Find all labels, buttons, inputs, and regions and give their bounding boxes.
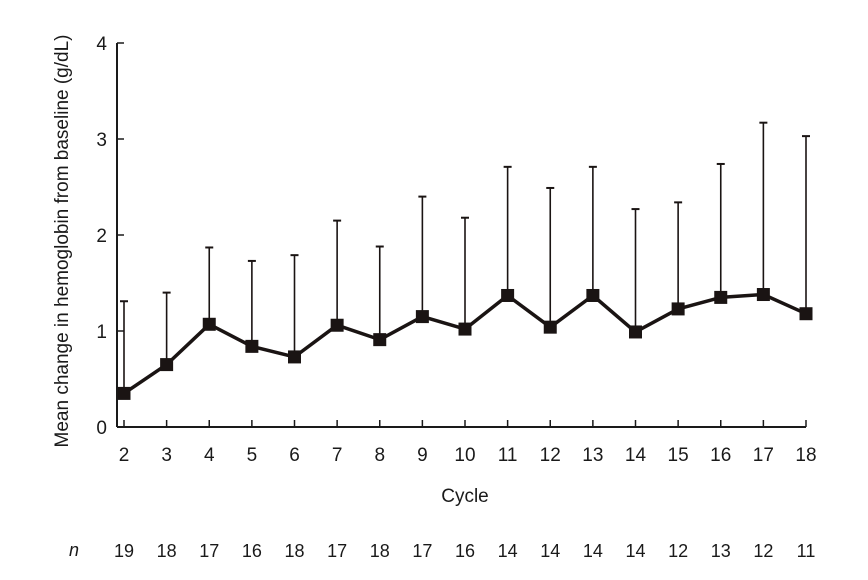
x-axis-title: Cycle — [441, 486, 489, 507]
n-value: 12 — [753, 541, 773, 561]
n-value: 17 — [327, 541, 347, 561]
x-tick-label: 12 — [540, 445, 561, 466]
x-tick-label: 13 — [582, 445, 603, 466]
x-tick-label: 9 — [417, 445, 428, 466]
y-tick-label: 3 — [96, 130, 107, 151]
n-value: 17 — [412, 541, 432, 561]
x-tick-label: 7 — [332, 445, 343, 466]
n-value: 17 — [199, 541, 219, 561]
n-value: 19 — [114, 541, 134, 561]
n-value: 18 — [370, 541, 390, 561]
x-tick-label: 15 — [668, 445, 689, 466]
data-point — [373, 333, 387, 347]
axes — [116, 42, 807, 428]
n-value: 14 — [540, 541, 560, 561]
error-bars — [120, 121, 810, 394]
data-point — [415, 310, 429, 324]
data-point — [330, 318, 344, 332]
n-value: 14 — [625, 541, 645, 561]
data-point — [714, 290, 728, 304]
x-tick-label: 6 — [289, 445, 300, 466]
x-tick-label: 17 — [753, 445, 774, 466]
n-value: 14 — [583, 541, 603, 561]
n-value: 18 — [284, 541, 304, 561]
x-tick-label: 11 — [498, 445, 518, 466]
data-point — [160, 358, 174, 372]
data-point — [543, 320, 557, 334]
n-value: 11 — [797, 541, 816, 561]
y-tick-label: 0 — [96, 418, 107, 439]
x-tick-label: 4 — [204, 445, 215, 466]
data-point — [245, 339, 259, 353]
y-axis-title: Mean change in hemoglobin from baseline … — [52, 35, 73, 448]
n-row: n 19 18 17 16 18 17 18 17 16 14 14 14 14 12 13 12 11 — [69, 540, 815, 561]
n-value: 14 — [498, 541, 518, 561]
data-point — [288, 350, 301, 364]
n-value: 12 — [668, 541, 688, 561]
n-value: 13 — [711, 541, 731, 561]
data-point — [799, 307, 813, 321]
x-tick-label: 8 — [374, 445, 385, 466]
data-point — [756, 288, 770, 302]
x-tick-label: 10 — [454, 445, 475, 466]
data-point — [586, 288, 600, 302]
data-point — [501, 288, 515, 302]
x-tick-label: 18 — [795, 445, 816, 466]
y-tick-label: 2 — [96, 226, 107, 247]
data-points — [117, 288, 813, 400]
n-value: 16 — [455, 541, 475, 561]
x-tick-label: 14 — [625, 445, 647, 466]
x-tick-label: 2 — [119, 445, 130, 466]
y-tick-label: 1 — [96, 322, 107, 343]
n-value: 16 — [242, 541, 262, 561]
n-value: 18 — [157, 541, 177, 561]
y-tick-label: 4 — [96, 34, 107, 55]
x-tick-label: 3 — [161, 445, 172, 466]
n-row-title: n — [69, 540, 79, 560]
data-point — [629, 325, 642, 339]
x-tick-label: 16 — [710, 445, 731, 466]
data-point — [117, 386, 131, 400]
data-point — [458, 322, 472, 336]
x-tick-label: 5 — [247, 445, 258, 466]
data-point — [202, 317, 216, 331]
data-point — [671, 302, 685, 316]
